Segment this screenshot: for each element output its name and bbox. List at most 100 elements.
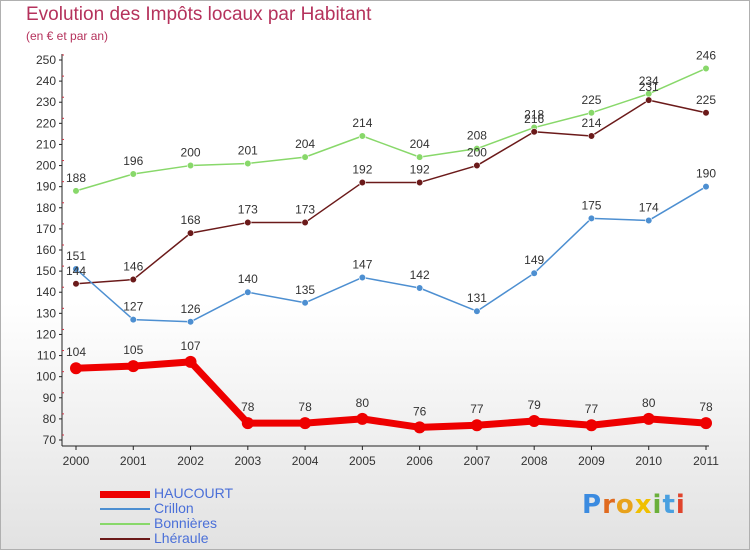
data-label: 200: [181, 146, 201, 160]
legend-item: Bonnières: [100, 515, 300, 531]
data-point: [72, 187, 80, 195]
series-line: [75, 67, 707, 192]
data-label: 78: [298, 400, 312, 414]
data-label: 76: [413, 404, 427, 418]
data-label: 147: [352, 257, 372, 271]
data-label: 107: [181, 339, 201, 353]
series-layer: [70, 64, 712, 434]
data-label: 204: [410, 137, 430, 151]
data-label: 175: [581, 198, 601, 212]
data-point: [72, 265, 80, 273]
data-label: 80: [356, 396, 370, 410]
data-point: [301, 218, 309, 227]
data-label: 225: [581, 93, 601, 107]
logo-letter: o: [615, 490, 635, 520]
legend-item: Crillon: [100, 500, 300, 516]
data-label: 127: [123, 300, 143, 314]
y-tick-label: 130: [36, 306, 56, 320]
y-tick-label: 160: [36, 243, 56, 257]
data-label: 200: [467, 146, 487, 160]
legend-label: HAUCOURT: [154, 485, 234, 501]
y-tick-label: 70: [43, 433, 57, 447]
data-point: [186, 318, 195, 326]
logo-letter: x: [634, 490, 653, 520]
y-tick-label: 220: [36, 116, 56, 130]
data-point: [244, 159, 252, 168]
legend-swatch: [100, 523, 150, 525]
data-point: [702, 64, 710, 73]
data-label: 140: [238, 272, 258, 286]
data-label: 105: [123, 343, 143, 357]
data-label: 77: [470, 402, 484, 416]
y-tick-label: 100: [36, 370, 56, 384]
data-point: [184, 355, 197, 368]
y-tick-label: 190: [36, 180, 56, 194]
data-label: 144: [66, 264, 86, 278]
data-label: 77: [585, 402, 599, 416]
data-label: 149: [524, 253, 544, 267]
y-tick-label: 210: [36, 137, 56, 151]
data-label: 231: [639, 80, 659, 94]
x-tick-label: 2004: [292, 454, 319, 468]
data-point: [702, 183, 710, 191]
data-label: 131: [467, 291, 487, 305]
data-label: 142: [410, 268, 430, 282]
x-tick-label: 2007: [464, 454, 491, 468]
data-point: [528, 415, 541, 427]
data-point: [186, 229, 195, 237]
data-point: [645, 216, 653, 225]
legend-label: Lhéraule: [154, 530, 209, 546]
data-point: [301, 299, 309, 307]
data-label: 246: [696, 48, 716, 62]
data-point: [299, 417, 312, 430]
x-tick-label: 2011: [693, 454, 719, 468]
data-point: [470, 419, 483, 432]
data-label: 146: [123, 260, 143, 274]
y-tick-label: 250: [36, 53, 56, 67]
data-label: 135: [295, 283, 315, 297]
data-point: [702, 109, 710, 117]
data-point: [587, 109, 596, 117]
data-label: 126: [181, 302, 201, 316]
data-point: [700, 417, 712, 430]
data-point: [416, 178, 424, 187]
data-label: 218: [524, 108, 544, 122]
data-point: [642, 412, 655, 425]
x-tick-label: 2006: [406, 454, 433, 468]
data-label: 234: [639, 74, 659, 88]
data-label: 204: [295, 137, 315, 151]
data-label: 216: [524, 112, 544, 126]
data-label: 79: [528, 398, 542, 412]
data-point: [530, 269, 538, 277]
data-point: [244, 288, 252, 296]
x-tick-label: 2001: [120, 454, 147, 468]
proxiti-logo: Proxiti: [582, 490, 686, 520]
series-bonnières: [72, 64, 710, 195]
data-label: 214: [581, 116, 601, 130]
y-tick-label: 240: [36, 74, 56, 88]
data-point: [645, 96, 653, 104]
logo-letter: r: [602, 490, 616, 520]
legend-item: Lhéraule: [100, 530, 300, 546]
logo-letter: P: [582, 490, 603, 520]
series-line: [72, 358, 710, 431]
data-point: [186, 161, 195, 170]
x-tick-label: 2002: [177, 454, 204, 468]
data-point: [129, 316, 137, 324]
logo-letter: t: [662, 490, 676, 520]
data-point: [72, 280, 80, 288]
y-tick-label: 140: [36, 285, 56, 299]
data-point: [413, 421, 426, 434]
data-label: 173: [295, 203, 315, 217]
y-tick-label: 200: [36, 159, 56, 173]
data-label: 188: [66, 171, 86, 185]
data-point: [587, 214, 596, 222]
y-tick-label: 180: [36, 201, 56, 215]
chart-title: Evolution des Impôts locaux par Habitant: [26, 4, 372, 25]
data-point: [358, 273, 366, 282]
data-label: 214: [352, 116, 372, 130]
legend-swatch: [100, 508, 150, 510]
